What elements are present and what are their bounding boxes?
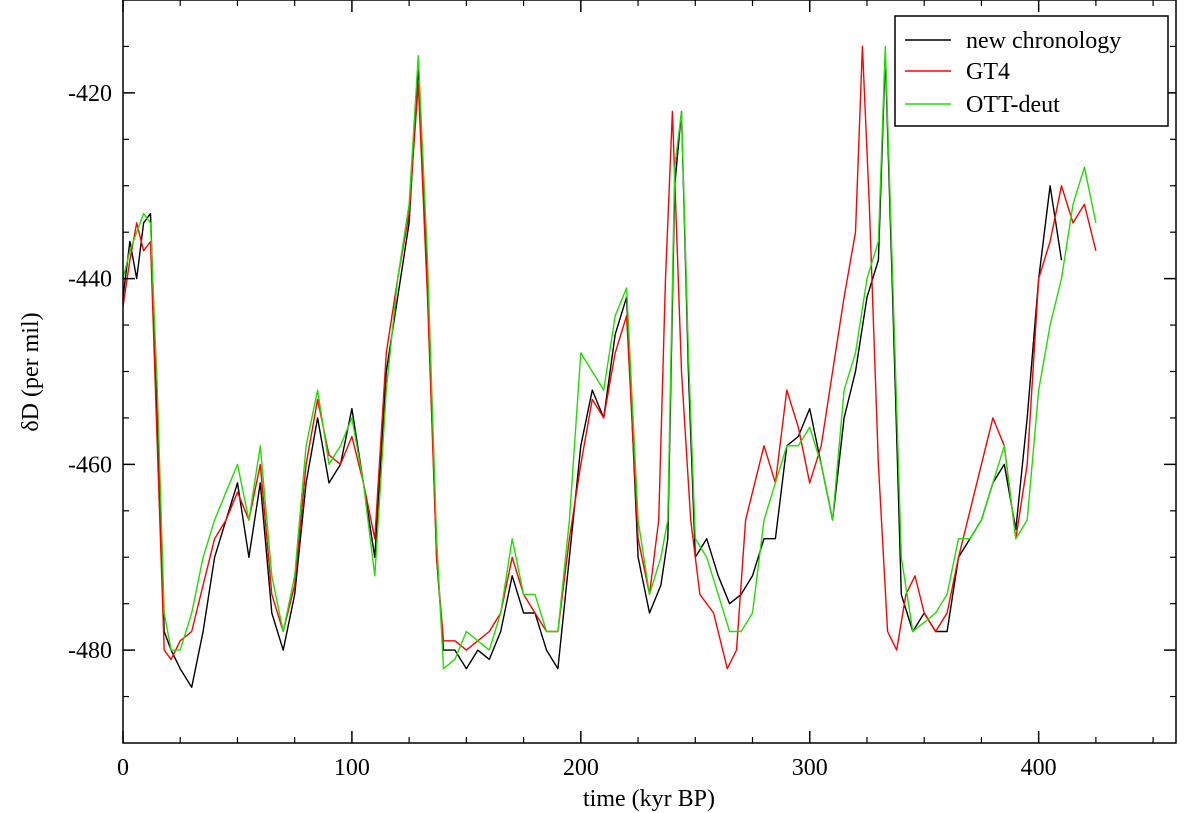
legend: new chronology GT4 OTT-deut: [894, 15, 1169, 127]
x-tick-label: 100: [334, 755, 370, 781]
y-tick-label: -440: [68, 267, 112, 293]
x-tick-label: 300: [792, 755, 828, 781]
y-tick-label: -420: [68, 81, 112, 107]
ticks-layer: 0 100 200 300 400 -420 -440 -460 -480: [68, 0, 1176, 781]
series-line-gt4: [123, 45, 1097, 670]
legend-label-ott-deut: OTT-deut: [966, 92, 1060, 118]
x-tick-label: 200: [563, 755, 599, 781]
legend-label-gt4: GT4: [966, 59, 1010, 85]
y-tick-label: -480: [68, 638, 112, 664]
series-line-ott-deut: [123, 45, 1097, 670]
y-axis-title: δD (per mil): [18, 312, 44, 431]
x-tick-label: 400: [1021, 755, 1057, 781]
legend-label-new-chronology: new chronology: [966, 28, 1121, 54]
series-layer: [123, 45, 1097, 688]
x-axis-title: time (kyr BP): [583, 786, 715, 812]
x-tick-label: 0: [117, 755, 129, 781]
y-tick-label: -460: [68, 452, 112, 478]
